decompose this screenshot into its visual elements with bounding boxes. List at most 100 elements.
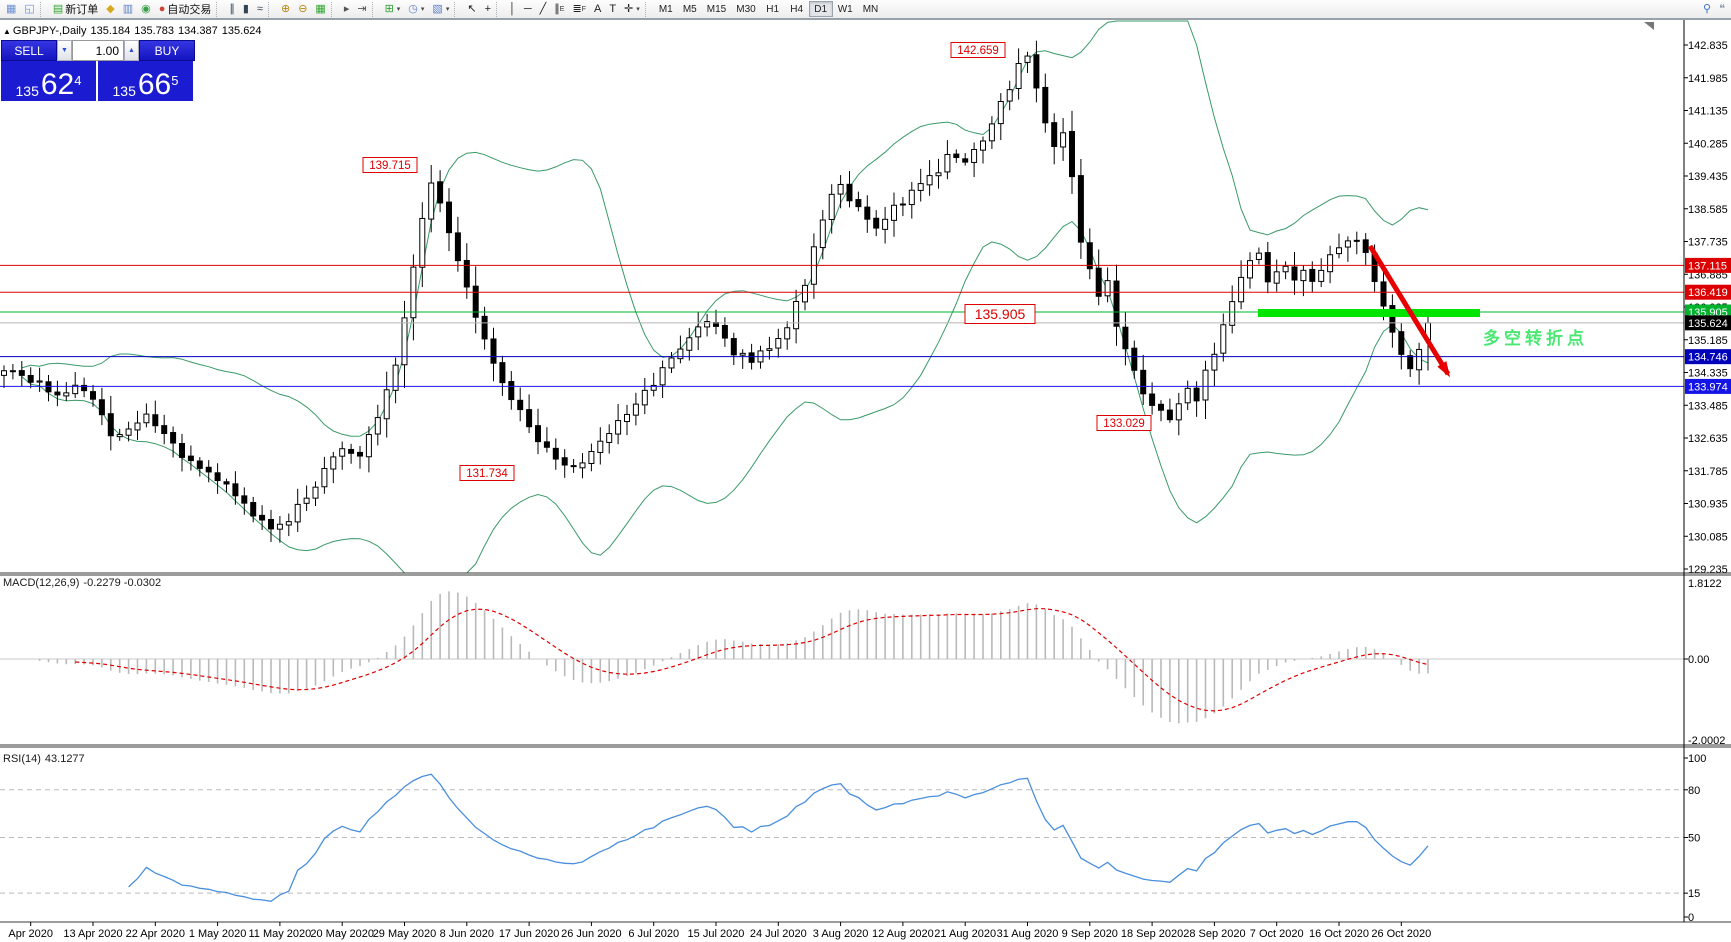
new-chart-window-button[interactable]: ▦ (2, 1, 20, 18)
candle (908, 181, 915, 219)
horizontal-line-icon: ─ (523, 2, 532, 15)
candle-body (1318, 269, 1325, 282)
volume-input[interactable] (72, 40, 124, 61)
eraser-button[interactable]: ◆ (102, 1, 118, 18)
candle (926, 160, 933, 196)
annotation-131.734[interactable]: 131.734 (459, 465, 515, 481)
date-tick-label: 12 Aug 2020 (872, 928, 934, 940)
print-button[interactable]: ▥ (119, 1, 137, 18)
candle (793, 289, 800, 344)
candle (1095, 249, 1102, 306)
candle (357, 446, 363, 469)
line-chart-button[interactable]: ≈ (253, 1, 267, 18)
timeframe-mn[interactable]: MN (858, 1, 884, 17)
annotation-box (950, 42, 1006, 58)
bollinger-lower-band[interactable] (21, 220, 1429, 574)
price-axis[interactable]: 142.835 141.985 141.135 140.285 139.435 138.5… (1684, 40, 1731, 924)
candle-body (908, 189, 915, 206)
timeframe-w1[interactable]: W1 (833, 1, 858, 17)
volume-decrease-button[interactable]: ▼ (57, 40, 72, 61)
candle (677, 335, 684, 364)
support-zone-bar[interactable] (1258, 309, 1480, 317)
equidistant-channel-button[interactable]: ∥ E (550, 1, 568, 18)
zoom-in-button[interactable]: ⊕ (277, 1, 294, 18)
symbol-marker-icon: ▲ (3, 27, 11, 36)
candle (9, 363, 16, 380)
search-button[interactable]: ⚲ (1699, 1, 1715, 18)
trend-arrow[interactable] (1367, 244, 1451, 378)
candle (419, 202, 426, 288)
timeframe-m15[interactable]: M15 (702, 1, 731, 17)
annotation-139.715[interactable]: 139.715 (362, 157, 418, 173)
timeframe-h4[interactable]: H4 (785, 1, 809, 17)
candlestick-chart-button[interactable]: ▮ (239, 1, 253, 18)
chat-button[interactable]: ❝ (1715, 1, 1729, 18)
candle-body (606, 433, 613, 443)
periods-icon: ◷ (408, 2, 418, 15)
vertical-line-button[interactable]: │ (505, 1, 520, 18)
templates-button[interactable]: ▧ ▾ (428, 1, 453, 18)
candle-body (81, 384, 88, 392)
trendline-button[interactable]: ╱ (536, 1, 551, 18)
candle-body (330, 456, 337, 470)
timeframe-h1[interactable]: H1 (761, 1, 785, 17)
chart-shift-button[interactable]: ⇥ (353, 1, 370, 18)
timeframe-d1[interactable]: D1 (808, 1, 833, 17)
autotrading-button[interactable]: ● 自动交易 (155, 1, 216, 18)
tile-windows-button[interactable]: ▦ (311, 1, 329, 18)
buy-button[interactable]: BUY (139, 40, 195, 61)
annotation-box (459, 465, 515, 481)
chart-preview-button[interactable]: ◱ (20, 1, 38, 18)
macd-scale-top: 1.8122 (1688, 578, 1722, 590)
buy-price-display[interactable]: 135 66 5 (98, 61, 193, 101)
arrows-button[interactable]: ✛ ▾ (620, 1, 644, 18)
candle (606, 424, 613, 454)
candle-body (953, 153, 960, 159)
date-tick-label: Apr 2020 (8, 928, 53, 940)
sell-button[interactable]: SELL (1, 40, 57, 61)
text-button[interactable]: A (590, 1, 605, 18)
auto-scroll-button[interactable]: ▸ (340, 1, 354, 18)
candle (383, 371, 390, 438)
crosshair-button[interactable]: + (481, 1, 495, 18)
date-tick-label: 18 Sep 2020 (1121, 928, 1183, 940)
text-label-button[interactable]: T (605, 1, 620, 18)
indicators-list-button[interactable]: ⊞ ▾ (381, 1, 405, 18)
candle-body (454, 232, 461, 262)
candle-body (935, 172, 942, 177)
annotation-135.905[interactable]: 135.905 (964, 304, 1036, 324)
chart-canvas[interactable]: 142.659 139.715 135.905 133.029 131.734 142.8… (0, 19, 1731, 942)
price-badge-text: 137.115 (1688, 260, 1727, 272)
horizontal-line-button[interactable]: ─ (520, 1, 536, 18)
candle-body (1086, 242, 1093, 270)
rsi-scale-label: 100 (1688, 753, 1706, 765)
candle (1282, 261, 1289, 280)
candle (1033, 40, 1040, 103)
annotation-133.029[interactable]: 133.029 (1096, 415, 1152, 431)
volume-increase-button[interactable]: ▲ (124, 40, 139, 61)
fibonacci-button[interactable]: ≣ F (568, 1, 590, 18)
candle (1140, 354, 1147, 405)
candle-body (962, 158, 969, 163)
macd-histogram (38, 591, 1429, 724)
signals-button[interactable]: ◉ (137, 1, 155, 18)
timeframe-m1[interactable]: M1 (654, 1, 678, 17)
new-order-button[interactable]: ▤ 新订单 (49, 1, 102, 18)
zoom-out-icon: ⊖ (298, 2, 308, 15)
date-axis[interactable]: Apr 2020 13 Apr 2020 22 Apr 2020 1 May 2020… (8, 922, 1431, 940)
bar-chart-button[interactable]: ∥ (225, 1, 239, 18)
turning-point-annotation[interactable]: 多空转折点 (1483, 329, 1588, 348)
symbol-ohlc-header: ▲ GBPJPY-,Daily 135.184 135.783 134.387 135.6… (3, 25, 266, 37)
bollinger-bands[interactable] (21, 20, 1429, 574)
bollinger-upper-band[interactable] (21, 20, 1429, 437)
sell-price-display[interactable]: 135 62 4 (1, 61, 96, 101)
zoom-out-button[interactable]: ⊖ (294, 1, 311, 18)
candle-body (446, 201, 452, 234)
candle (1211, 342, 1218, 387)
annotation-142.659[interactable]: 142.659 (950, 42, 1006, 58)
price-badge-134.746: 134.746 (1685, 349, 1731, 365)
cursor-button[interactable]: ↖ (463, 1, 480, 18)
timeframe-m30[interactable]: M30 (731, 1, 760, 17)
periods-button[interactable]: ◷ ▾ (404, 1, 428, 18)
timeframe-m5[interactable]: M5 (678, 1, 702, 17)
